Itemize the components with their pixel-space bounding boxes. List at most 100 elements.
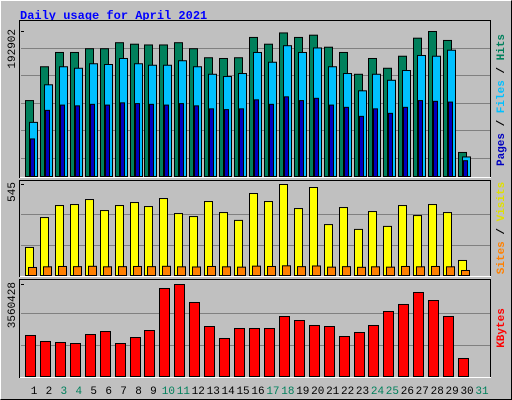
bar: [416, 266, 425, 277]
bar: [309, 187, 318, 277]
bar: [383, 310, 394, 377]
legend-entry: Pages: [496, 133, 508, 166]
bar: [329, 104, 334, 177]
bar: [431, 265, 440, 277]
x-tick-label: 19: [296, 386, 309, 398]
bar: [294, 208, 303, 276]
bar: [207, 265, 216, 277]
bar: [174, 284, 185, 377]
bar: [239, 108, 244, 177]
bar: [135, 103, 140, 177]
bar: [388, 112, 393, 177]
bar: [130, 202, 139, 276]
bar: [254, 99, 259, 177]
bar: [130, 337, 141, 377]
bar: [75, 105, 80, 177]
bar: [219, 212, 228, 276]
bar: [115, 205, 124, 276]
bar: [267, 265, 276, 277]
bar: [147, 266, 156, 276]
bar: [222, 266, 231, 277]
bar: [359, 115, 364, 177]
bar: [448, 101, 453, 177]
bar: [159, 287, 170, 377]
bar: [28, 266, 37, 276]
bar: [264, 327, 275, 378]
bar: [100, 210, 109, 276]
legend-entry: Visits: [496, 182, 508, 222]
bar: [418, 100, 423, 177]
bar: [45, 109, 50, 177]
x-tick-label: 5: [90, 386, 97, 398]
bar: [458, 357, 469, 378]
bar: [177, 266, 186, 277]
bar: [144, 206, 153, 276]
bar: [192, 266, 201, 277]
x-tick-label: 26: [401, 386, 414, 398]
legend-separator: /: [496, 221, 508, 241]
x-tick-label: 17: [266, 386, 279, 398]
x-tick-label: 30: [460, 386, 473, 398]
bar: [30, 138, 35, 178]
bar: [70, 204, 79, 276]
bar: [401, 265, 410, 277]
y-tick-label: 192902: [7, 29, 19, 69]
x-tick-label: 28: [431, 386, 444, 398]
legend: KBytes: [496, 308, 508, 348]
bar: [189, 301, 200, 378]
bar: [204, 201, 213, 276]
x-tick-label: 14: [222, 386, 236, 398]
bar: [373, 108, 378, 177]
bar: [386, 266, 395, 276]
bar: [194, 105, 199, 177]
bar: [413, 291, 424, 377]
bar: [144, 330, 155, 377]
legend-entry: Sites: [496, 241, 508, 274]
y-tick-label: 545: [7, 182, 19, 202]
bar: [357, 266, 366, 277]
bar: [149, 103, 154, 177]
bar: [100, 331, 111, 377]
bar: [25, 334, 36, 378]
legend-entry: Hits: [496, 34, 508, 60]
bar: [224, 109, 229, 177]
x-tick-label: 9: [150, 386, 157, 398]
bar: [339, 336, 350, 377]
bar: [312, 265, 321, 277]
x-tick-label: 18: [281, 386, 294, 398]
bar: [428, 300, 439, 377]
x-tick-label: 21: [326, 386, 340, 398]
x-tick-label: 3: [61, 386, 68, 398]
bar: [60, 104, 65, 177]
bar: [279, 184, 288, 276]
bar: [309, 324, 320, 377]
bar: [164, 104, 169, 177]
bar: [443, 212, 452, 276]
bar: [264, 201, 273, 276]
x-tick-label: 7: [120, 386, 127, 398]
bar: [88, 265, 97, 277]
bar: [284, 96, 289, 177]
bar: [463, 160, 468, 177]
x-tick-label: 27: [416, 386, 429, 398]
bar: [85, 334, 96, 378]
bar: [58, 265, 67, 277]
bar: [446, 266, 455, 277]
bar: [299, 100, 304, 177]
bar: [237, 266, 246, 276]
bar: [73, 266, 82, 276]
bar: [368, 211, 377, 277]
bar: [428, 204, 437, 276]
x-tick-label: 23: [356, 386, 369, 398]
bar: [234, 327, 245, 378]
x-tick-label: 31: [475, 386, 489, 398]
bar: [342, 266, 351, 276]
legend-separator: /: [496, 60, 508, 80]
x-tick-label: 15: [236, 386, 249, 398]
x-tick-label: 29: [446, 386, 459, 398]
bar: [443, 316, 454, 377]
x-tick-label: 13: [207, 386, 220, 398]
bar: [179, 103, 184, 177]
